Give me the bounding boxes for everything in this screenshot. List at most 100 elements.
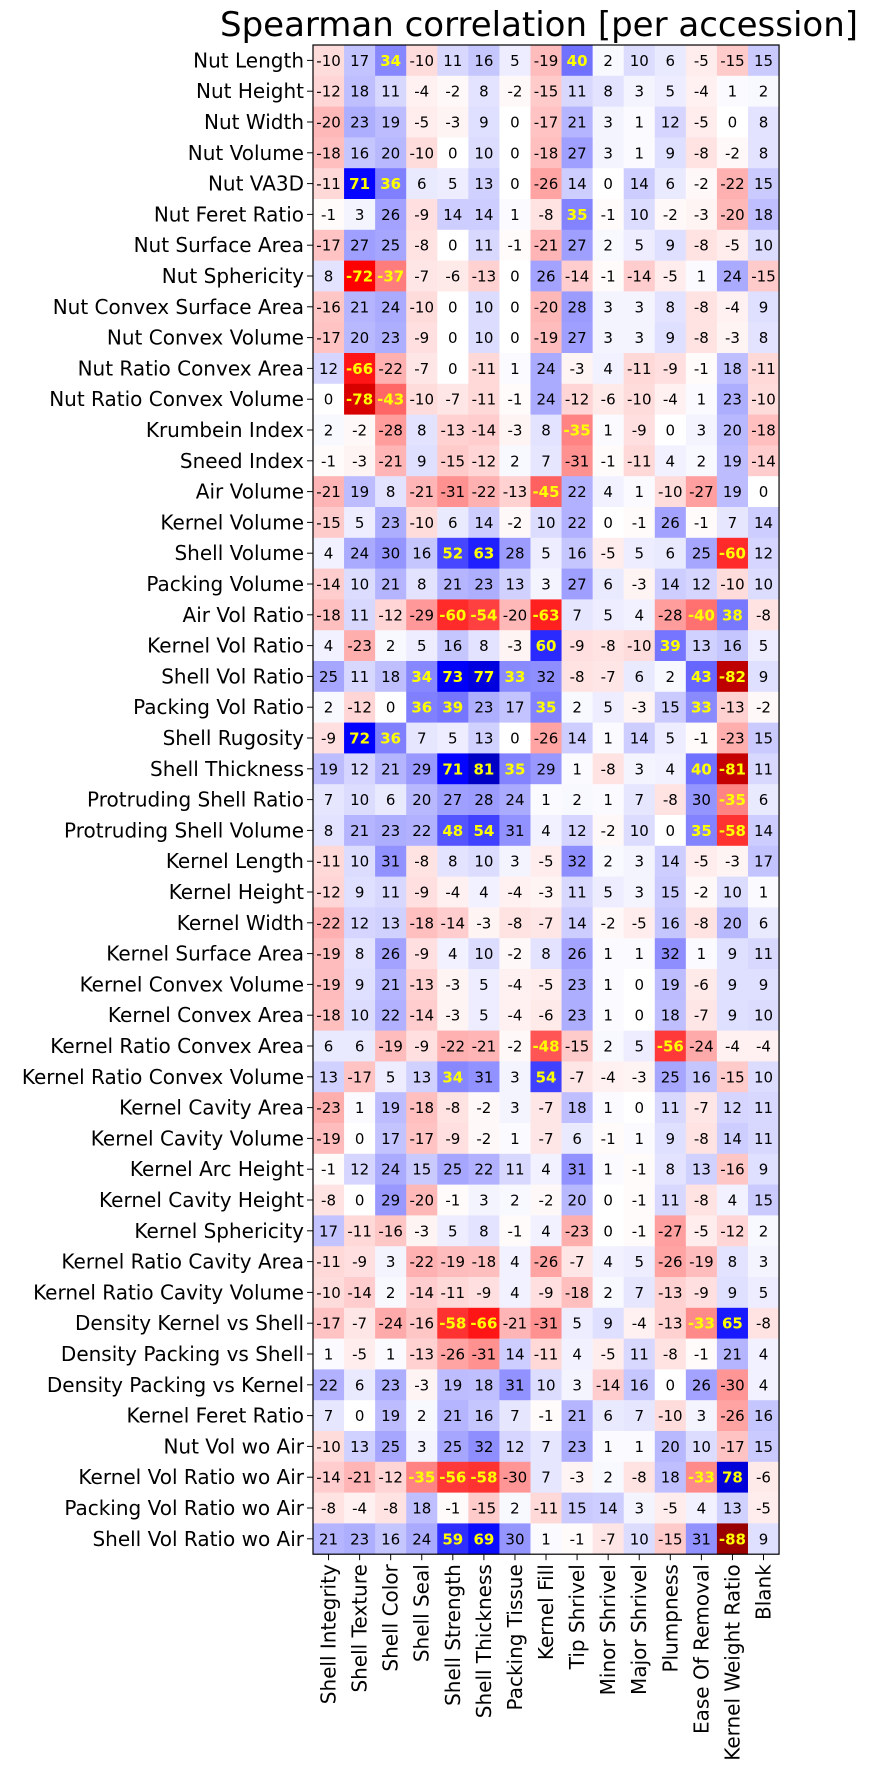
cell-value-label: -1 <box>601 1130 616 1148</box>
heatmap-cell <box>561 199 594 231</box>
cell-value-label: 35 <box>505 760 526 778</box>
column-label: Shell Thickness <box>472 1564 496 1718</box>
heatmap-cell <box>437 1492 469 1524</box>
cell-value-label: 1 <box>541 1530 551 1548</box>
cell-value-label: 19 <box>319 760 338 778</box>
row-label: Kernel Ratio Cavity Area <box>61 1250 304 1274</box>
cell-value-label: 11 <box>350 668 369 686</box>
cell-value-label: 22 <box>381 1007 400 1025</box>
cell-value-label: -31 <box>441 483 466 501</box>
heatmap-cell <box>313 106 345 138</box>
column-label: Shell Color <box>379 1563 403 1671</box>
cell-value-label: -1 <box>601 206 616 224</box>
heatmap-cell <box>654 137 687 169</box>
cell-value-label: 3 <box>510 1068 520 1086</box>
heatmap-cell <box>313 75 345 107</box>
cell-value-label: 30 <box>381 545 400 563</box>
cell-value-label: -20 <box>410 1192 435 1210</box>
heatmap-cell <box>313 537 345 569</box>
cell-value-label: -7 <box>601 1530 616 1548</box>
heatmap-cell <box>499 784 531 816</box>
cell-value-label: 4 <box>697 1500 707 1518</box>
cell-value-label: 9 <box>355 976 365 994</box>
cell-value-label: 9 <box>759 976 769 994</box>
cell-value-label: 0 <box>448 360 458 378</box>
heatmap-cell <box>623 845 656 877</box>
cell-value-label: -9 <box>663 360 678 378</box>
cell-value-label: 14 <box>630 175 649 193</box>
cell-value-label: 0 <box>355 1407 365 1425</box>
heatmap-cell <box>623 1030 656 1062</box>
cell-value-label: 23 <box>350 1530 369 1548</box>
cell-value-label: -19 <box>441 1253 466 1271</box>
heatmap-cell <box>747 1277 780 1309</box>
cell-value-label: 36 <box>380 730 401 748</box>
heatmap-cell <box>375 137 407 169</box>
heatmap-cell <box>313 938 345 970</box>
heatmap-cell <box>561 1246 594 1278</box>
heatmap-cell <box>499 815 531 847</box>
heatmap-cell <box>561 106 594 138</box>
cell-value-label: 14 <box>568 914 587 932</box>
heatmap-cell <box>592 476 625 508</box>
cell-value-label: 20 <box>381 144 400 162</box>
heatmap-cell <box>561 414 594 446</box>
heatmap-cell <box>530 1246 562 1278</box>
cell-value-label: -26 <box>534 1253 559 1271</box>
cell-value-label: -8 <box>321 1500 336 1518</box>
cell-value-label: 6 <box>634 668 644 686</box>
cell-value-label: -10 <box>410 298 435 316</box>
cell-value-label: 1 <box>697 945 707 963</box>
heatmap-cell <box>406 1307 438 1339</box>
cell-value-label: -3 <box>539 884 554 902</box>
heatmap-cell <box>468 815 500 847</box>
heatmap-cell <box>375 1123 407 1155</box>
heatmap-cell <box>654 1092 687 1124</box>
cell-value-label: 10 <box>350 791 369 809</box>
cell-value-label: 8 <box>324 822 334 840</box>
heatmap-cell <box>654 1431 687 1463</box>
heatmap-cell <box>313 753 345 785</box>
heatmap-cell <box>468 1246 500 1278</box>
row-label: Nut Length <box>193 48 304 72</box>
cell-value-label: -11 <box>751 360 776 378</box>
heatmap-cell <box>499 691 531 723</box>
cell-value-label: -23 <box>316 1099 341 1117</box>
heatmap-cell <box>313 260 345 292</box>
cell-value-label: -1 <box>507 237 522 255</box>
heatmap-cell <box>530 815 562 847</box>
heatmap-cell <box>530 229 562 261</box>
cell-value-label: 9 <box>759 668 769 686</box>
cell-value-label: 5 <box>479 976 489 994</box>
cell-value-label: 0 <box>666 422 676 440</box>
cell-value-label: -26 <box>534 175 559 193</box>
heatmap-cell <box>313 907 345 939</box>
cell-value-label: 0 <box>603 175 613 193</box>
cell-value-label: 10 <box>723 884 742 902</box>
heatmap-cell <box>747 969 780 1001</box>
heatmap-cell <box>716 1492 749 1524</box>
cell-value-label: 5 <box>603 699 613 717</box>
heatmap-cell <box>530 753 562 785</box>
cell-value-label: 5 <box>634 545 644 563</box>
heatmap-cell <box>716 291 749 323</box>
cell-value-label: -7 <box>539 1130 554 1148</box>
cell-value-label: 32 <box>536 668 555 686</box>
heatmap-cell <box>716 599 749 631</box>
cell-value-label: -17 <box>316 237 341 255</box>
heatmap-cell <box>344 722 376 754</box>
heatmap-cell <box>716 1123 749 1155</box>
heatmap-cell <box>592 137 625 169</box>
cell-value-label: 4 <box>510 1253 520 1271</box>
cell-value-label: 6 <box>572 1130 582 1148</box>
cell-value-label: 34 <box>411 668 432 686</box>
cell-value-label: 29 <box>381 1192 400 1210</box>
heatmap-cell <box>623 815 656 847</box>
heatmap-cell <box>747 260 780 292</box>
heatmap-cell <box>530 1184 562 1216</box>
heatmap-cell <box>375 1030 407 1062</box>
row-label: Protruding Shell Volume <box>64 818 304 842</box>
cell-value-label: 4 <box>541 1161 551 1179</box>
cell-value-label: 3 <box>479 1192 489 1210</box>
cell-value-label: -12 <box>565 391 590 409</box>
